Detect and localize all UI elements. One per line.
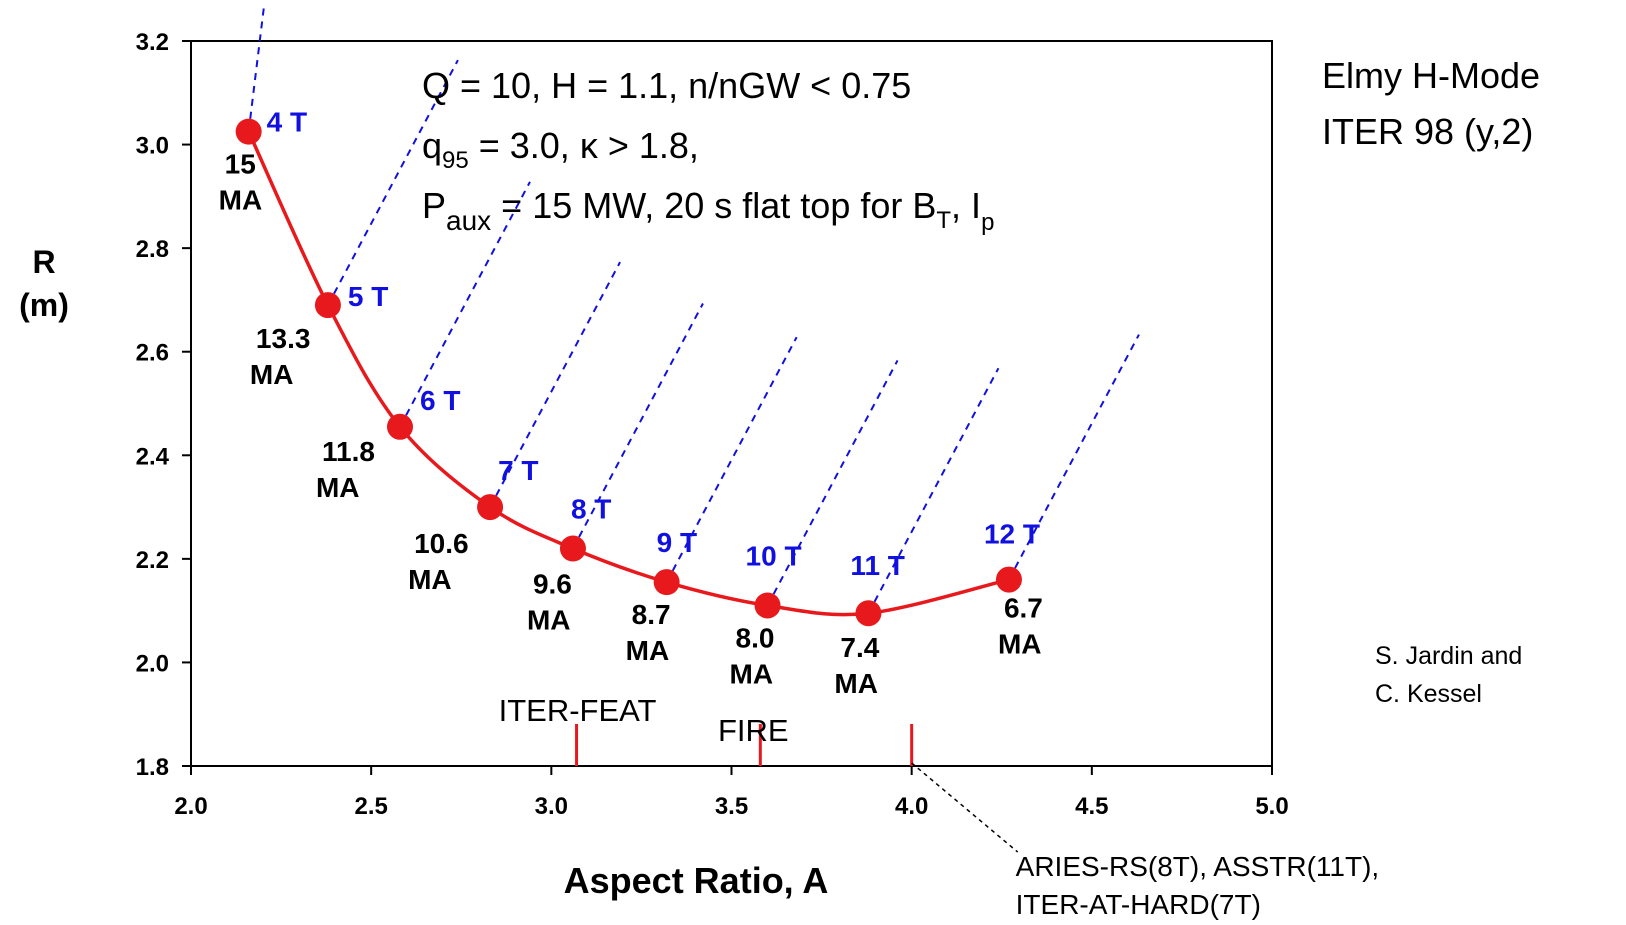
x-tick-label: 4.5 (1075, 793, 1108, 820)
data-point (314, 292, 341, 319)
x-tick-label: 3.5 (715, 793, 748, 820)
ip-label: 6.7 (1004, 593, 1043, 624)
y-tick-label: 2.6 (136, 340, 169, 367)
annotation-line-2: q95 = 3.0, κ > 1.8, (422, 125, 699, 174)
ip-unit-label: MA (998, 629, 1042, 660)
ip-unit-label: MA (316, 472, 360, 503)
device-leader-line (911, 762, 1019, 853)
data-point (386, 413, 413, 440)
device-label: ITER-AT-HARD(7T) (1016, 889, 1261, 920)
x-tick-label: 4.0 (895, 793, 928, 820)
ip-label: 13.3 (256, 323, 311, 354)
data-point (559, 535, 586, 562)
plot-area (190, 40, 1273, 767)
bt-label: 6 T (420, 385, 460, 416)
device-label: FIRE (718, 713, 789, 748)
ip-label: 8.0 (736, 622, 775, 653)
side-note-line-2: ITER 98 (y,2) (1322, 111, 1533, 152)
credit-line-2: C. Kessel (1375, 680, 1482, 708)
x-tick-label: 2.0 (174, 793, 207, 820)
device-label: ARIES-RS(8T), ASSTR(11T), (1016, 851, 1380, 882)
ip-label: 8.7 (632, 599, 671, 630)
ip-unit-label: MA (730, 658, 774, 689)
data-points (235, 118, 1022, 627)
ip-unit-label: MA (408, 564, 452, 595)
bt-label: 8 T (571, 494, 611, 525)
x-tick-label: 5.0 (1255, 793, 1288, 820)
y-axis-title-line1: R (32, 244, 55, 280)
y-tick-label: 2.2 (136, 547, 169, 574)
bt-label: 4 T (267, 107, 307, 138)
data-point (855, 600, 882, 627)
ip-unit-label: MA (219, 185, 263, 216)
ip-unit-label: MA (834, 668, 878, 699)
point-labels: 4 T 15 MA 5 T 13.3 MA 6 T 11.8 MA 7 T 10.6 MA 8 T 9.6… (219, 107, 1043, 700)
bt-label: 7 T (498, 455, 538, 486)
bt-guide-line (247, 6, 265, 132)
y-tick-label: 2.4 (136, 443, 170, 470)
data-point (995, 566, 1022, 593)
bt-label: 11 T (850, 550, 904, 581)
ip-unit-label: MA (626, 635, 670, 666)
ip-label: 10.6 (414, 528, 469, 559)
bt-label: 12 T (984, 519, 1040, 550)
ip-label: 15 (225, 149, 256, 180)
data-point (754, 592, 781, 619)
y-tick-label: 1.8 (136, 754, 169, 781)
ip-unit-label: MA (527, 605, 571, 636)
device-markers: ITER-FEAT FIRE ARIES-RS(8T), ASSTR(11T), IT… (499, 693, 1380, 920)
data-point (477, 494, 504, 521)
annotation-line-1: Q = 10, H = 1.1, n/nGW < 0.75 (422, 65, 911, 106)
x-tick-label: 3.0 (535, 793, 568, 820)
annotation-line-3: Paux = 15 MW, 20 s flat top for BT, Ip (422, 185, 994, 236)
y-axis-title-line2: (m) (19, 287, 69, 323)
bt-label: 9 T (657, 527, 697, 558)
x-axis-title: Aspect Ratio, A (564, 860, 829, 901)
y-tick-label: 3.0 (136, 133, 169, 160)
ip-unit-label: MA (250, 359, 294, 390)
bt-guide-lines (247, 6, 1140, 614)
credit-line-1: S. Jardin and (1375, 642, 1522, 670)
x-tick-label: 2.5 (354, 793, 387, 820)
axis-ticks: 2.0 2.5 3.0 3.5 4.0 4.5 5.01.82.02.22.42.62.83… (136, 29, 1289, 820)
y-tick-label: 2.8 (136, 236, 169, 263)
y-tick-label: 3.2 (136, 29, 169, 56)
data-point (653, 569, 680, 596)
ip-label: 11.8 (322, 436, 375, 467)
bt-label: 10 T (746, 540, 802, 571)
data-point (235, 118, 262, 145)
y-tick-label: 2.0 (136, 650, 169, 677)
ip-label: 7.4 (840, 632, 879, 663)
side-note-line-1: Elmy H-Mode (1322, 55, 1540, 96)
bt-label: 5 T (348, 281, 388, 312)
ip-label: 9.6 (533, 569, 572, 600)
device-label: ITER-FEAT (499, 693, 657, 728)
